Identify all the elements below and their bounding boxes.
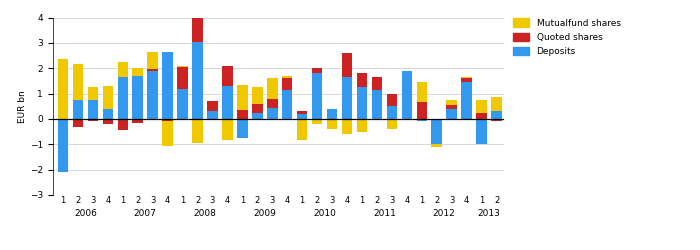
Bar [431, 119, 442, 144]
Bar [118, 119, 128, 130]
Text: 2007: 2007 [134, 209, 157, 218]
Bar [476, 119, 486, 144]
Bar [372, 90, 382, 119]
Text: 2008: 2008 [194, 209, 216, 218]
Bar [402, 71, 412, 119]
Bar [416, 102, 427, 119]
Bar [162, 119, 173, 122]
Bar [491, 111, 502, 119]
Bar [491, 119, 502, 122]
Bar [222, 66, 232, 86]
Bar [88, 87, 98, 100]
Bar [237, 119, 248, 138]
Bar [416, 82, 427, 102]
Bar [267, 78, 277, 99]
Bar [327, 109, 337, 119]
Bar [372, 77, 382, 90]
Bar [252, 112, 262, 119]
Bar [177, 67, 188, 88]
Bar [447, 109, 457, 119]
Bar [297, 111, 307, 114]
Bar [207, 111, 218, 119]
Bar [177, 88, 188, 119]
Bar [431, 144, 442, 147]
Bar [88, 100, 98, 119]
Bar [461, 78, 472, 82]
Bar [297, 114, 307, 119]
Bar [118, 62, 128, 77]
Bar [73, 100, 83, 119]
Bar [193, 42, 203, 119]
Bar [476, 100, 486, 112]
Bar [357, 73, 368, 87]
Bar [386, 106, 397, 119]
Bar [357, 119, 368, 132]
Bar [461, 77, 472, 78]
Bar [386, 94, 397, 106]
Bar [342, 119, 352, 134]
Bar [73, 64, 83, 100]
Bar [57, 59, 68, 119]
Bar [252, 104, 262, 112]
Bar [207, 101, 218, 111]
Bar [237, 85, 248, 110]
Text: 2013: 2013 [477, 209, 500, 218]
Bar [312, 68, 323, 73]
Text: 2012: 2012 [433, 209, 456, 218]
Bar [193, 0, 203, 42]
Text: 2006: 2006 [74, 209, 97, 218]
Bar [177, 66, 188, 67]
Bar [342, 53, 352, 77]
Text: 2009: 2009 [253, 209, 276, 218]
Bar [267, 108, 277, 119]
Bar [327, 120, 337, 129]
Bar [222, 86, 232, 119]
Bar [88, 119, 98, 122]
Bar [193, 119, 203, 143]
Bar [237, 110, 248, 119]
Bar [312, 119, 323, 124]
Text: 2010: 2010 [313, 209, 336, 218]
Bar [312, 73, 323, 119]
Bar [297, 119, 307, 141]
Bar [148, 71, 158, 119]
Bar [162, 122, 173, 146]
Bar [282, 90, 293, 119]
Bar [282, 76, 293, 78]
Bar [132, 76, 143, 119]
Text: 2011: 2011 [373, 209, 395, 218]
Bar [447, 100, 457, 105]
Bar [73, 119, 83, 126]
Bar [132, 68, 143, 76]
Y-axis label: EUR bn: EUR bn [18, 90, 27, 122]
Bar [461, 82, 472, 119]
Bar [103, 86, 113, 109]
Bar [162, 52, 173, 119]
Bar [447, 105, 457, 109]
Bar [327, 119, 337, 120]
Bar [386, 119, 397, 129]
Bar [282, 78, 293, 90]
Legend: Mutualfund shares, Quoted shares, Deposits: Mutualfund shares, Quoted shares, Deposi… [513, 18, 620, 56]
Bar [132, 119, 143, 123]
Bar [222, 119, 232, 141]
Bar [252, 87, 262, 104]
Bar [57, 119, 68, 172]
Bar [357, 87, 368, 119]
Bar [267, 99, 277, 108]
Bar [416, 119, 427, 122]
Bar [118, 77, 128, 119]
Bar [148, 52, 158, 70]
Bar [103, 109, 113, 119]
Bar [148, 70, 158, 71]
Bar [476, 112, 486, 119]
Bar [342, 77, 352, 119]
Bar [103, 119, 113, 124]
Bar [491, 97, 502, 111]
